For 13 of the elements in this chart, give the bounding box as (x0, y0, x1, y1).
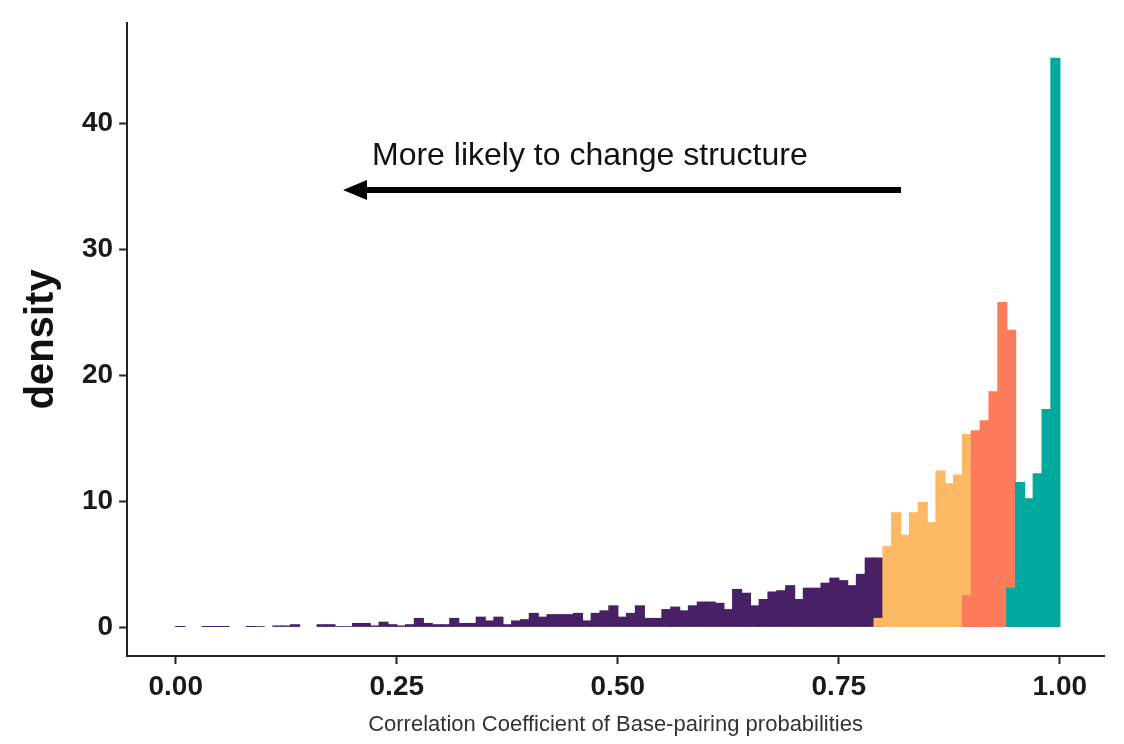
y-tick-label: 10 (81, 483, 114, 515)
x-tick-label: 1.00 (1032, 669, 1088, 701)
x-tick-label: 0.25 (369, 669, 425, 701)
y-axis-title: density (17, 268, 62, 410)
y-tick-label: 0 (97, 609, 114, 641)
x-tick-label: 0.75 (811, 669, 867, 701)
x-tick-label: 0.50 (590, 669, 646, 701)
x-axis-title: Correlation Coefficient of Base-pairing probabilities (368, 710, 864, 736)
annotation: More likely to change structure (372, 136, 808, 173)
y-tick-label: 30 (81, 232, 114, 264)
x-tick-label: 0.00 (148, 669, 204, 701)
y-tick-label: 40 (81, 106, 114, 138)
y-tick-label: 20 (81, 358, 114, 389)
